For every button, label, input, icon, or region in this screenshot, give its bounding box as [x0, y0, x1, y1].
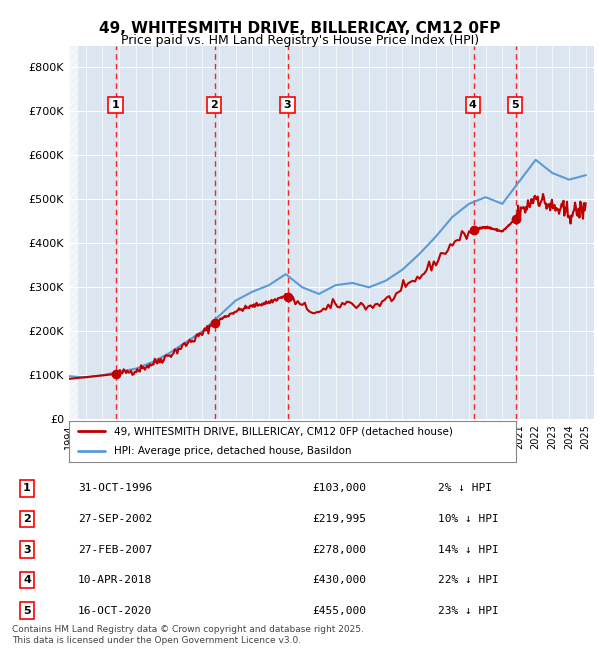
- Text: 49, WHITESMITH DRIVE, BILLERICAY, CM12 0FP (detached house): 49, WHITESMITH DRIVE, BILLERICAY, CM12 0…: [114, 426, 452, 436]
- Text: 16-OCT-2020: 16-OCT-2020: [78, 606, 152, 616]
- Text: 3: 3: [23, 545, 31, 554]
- Text: 27-SEP-2002: 27-SEP-2002: [78, 514, 152, 524]
- Text: 4: 4: [23, 575, 31, 585]
- Text: 27-FEB-2007: 27-FEB-2007: [78, 545, 152, 554]
- Bar: [69, 46, 78, 419]
- Text: £278,000: £278,000: [312, 545, 366, 554]
- Text: £455,000: £455,000: [312, 606, 366, 616]
- Text: Price paid vs. HM Land Registry's House Price Index (HPI): Price paid vs. HM Land Registry's House …: [121, 34, 479, 47]
- Text: £219,995: £219,995: [312, 514, 366, 524]
- Text: 49, WHITESMITH DRIVE, BILLERICAY, CM12 0FP: 49, WHITESMITH DRIVE, BILLERICAY, CM12 0…: [99, 21, 501, 36]
- Text: 4: 4: [469, 100, 477, 110]
- Text: 2: 2: [210, 100, 218, 110]
- Text: 2: 2: [23, 514, 31, 524]
- Text: Contains HM Land Registry data © Crown copyright and database right 2025.
This d: Contains HM Land Registry data © Crown c…: [12, 625, 364, 645]
- Text: 5: 5: [23, 606, 31, 616]
- Text: 22% ↓ HPI: 22% ↓ HPI: [438, 575, 499, 585]
- Text: 2% ↓ HPI: 2% ↓ HPI: [438, 484, 492, 493]
- Text: 1: 1: [112, 100, 119, 110]
- Text: 23% ↓ HPI: 23% ↓ HPI: [438, 606, 499, 616]
- Text: HPI: Average price, detached house, Basildon: HPI: Average price, detached house, Basi…: [114, 447, 351, 456]
- Text: 1: 1: [23, 484, 31, 493]
- Text: 14% ↓ HPI: 14% ↓ HPI: [438, 545, 499, 554]
- Text: 5: 5: [511, 100, 518, 110]
- Text: £103,000: £103,000: [312, 484, 366, 493]
- Text: 31-OCT-1996: 31-OCT-1996: [78, 484, 152, 493]
- Text: 10% ↓ HPI: 10% ↓ HPI: [438, 514, 499, 524]
- Text: £430,000: £430,000: [312, 575, 366, 585]
- Text: 3: 3: [284, 100, 292, 110]
- Text: 10-APR-2018: 10-APR-2018: [78, 575, 152, 585]
